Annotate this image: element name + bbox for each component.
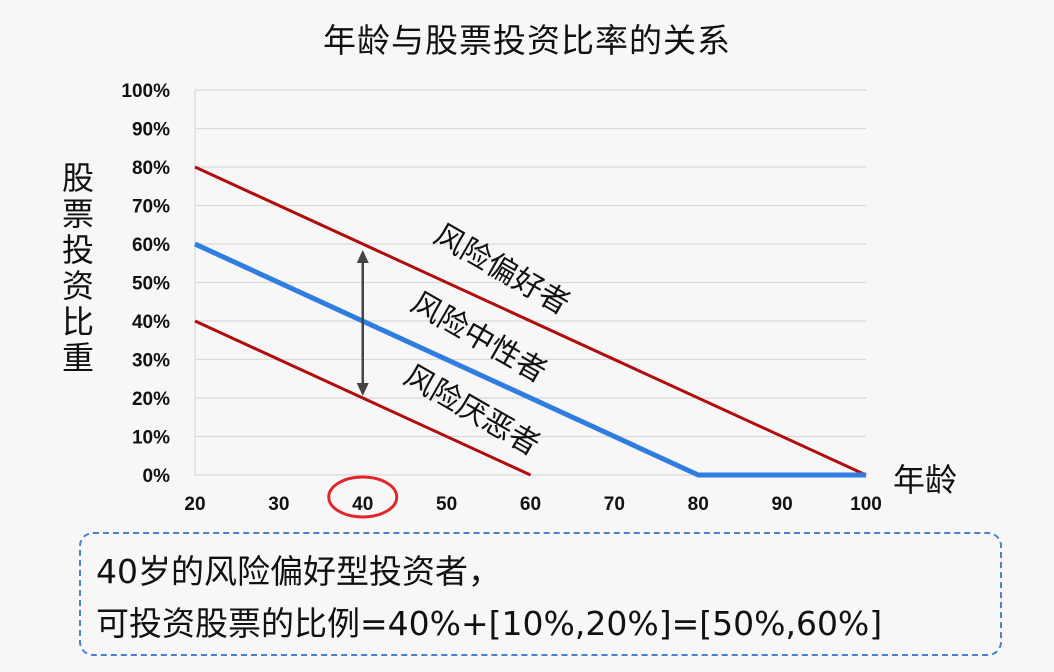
x-axis-label: 年龄: [893, 461, 957, 499]
x-tick-label: 30: [268, 494, 289, 515]
y-axis-label-char: 票: [61, 195, 94, 233]
y-axis-label-char: 投: [61, 231, 94, 269]
y-axis-label-char: 重: [61, 339, 94, 377]
y-tick-label: 0%: [143, 466, 171, 487]
y-tick-label: 70%: [132, 197, 170, 218]
y-axis-label-char: 股: [61, 159, 94, 197]
x-tick-label: 60: [520, 494, 541, 515]
chart-title: 年龄与股票投资比率的关系: [323, 21, 731, 60]
note-box: [79, 532, 1002, 656]
x-tick-label: 90: [772, 494, 793, 515]
x-tick-label: 100: [850, 494, 882, 515]
y-tick-label: 90%: [132, 120, 170, 141]
y-tick-label: 100%: [121, 81, 170, 102]
y-tick-label: 50%: [132, 274, 170, 295]
circled-tick-marker: [327, 475, 399, 519]
x-tick-label: 40: [352, 494, 373, 515]
y-tick-label: 30%: [132, 351, 170, 372]
y-tick-label: 80%: [132, 158, 170, 179]
y-axis-label-char: 比: [61, 303, 94, 341]
x-tick-label: 50: [436, 494, 457, 515]
y-axis-label-char: 资: [61, 267, 94, 305]
x-tick-label: 20: [184, 494, 205, 515]
note-line-1: 40岁的风险偏好型投资者，: [96, 552, 501, 591]
note-line-2: 可投资股票的比例=40%+[10%,20%]=[50%,60%]: [96, 604, 883, 643]
y-tick-label: 20%: [132, 389, 170, 410]
range-arrow-head-top: [356, 250, 369, 263]
series-line: [194, 165, 867, 477]
range-arrow-head-bottom: [356, 383, 369, 396]
y-tick-label: 40%: [132, 312, 170, 333]
y-axis-label: 股票投资比重: [58, 160, 98, 376]
y-tick-label: 60%: [132, 235, 170, 256]
y-tick-label: 10%: [132, 428, 170, 449]
x-tick-label: 80: [688, 494, 709, 515]
series-line: [194, 319, 532, 477]
x-tick-label: 70: [604, 494, 625, 515]
